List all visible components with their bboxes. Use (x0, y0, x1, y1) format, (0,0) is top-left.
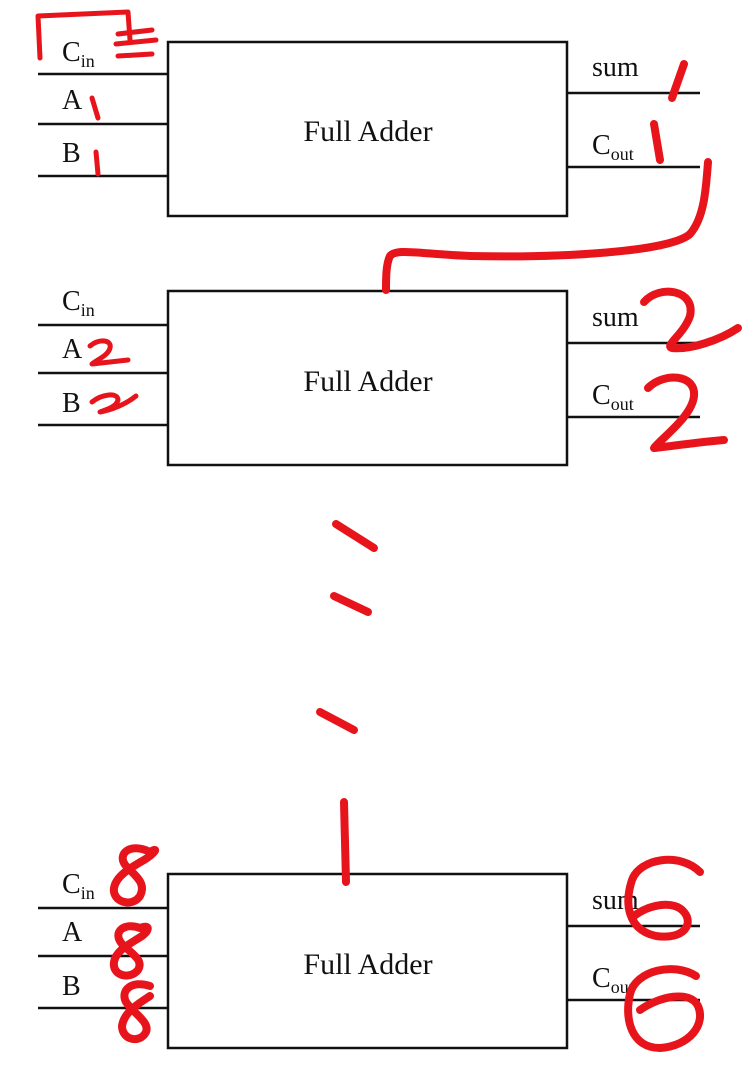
cout-label: Cout (592, 130, 634, 164)
b-eight-mark (118, 980, 154, 1044)
cout-eight-mark (624, 965, 704, 1052)
carry-in-line-mark (340, 798, 350, 886)
adder-box (166, 872, 569, 1050)
sum-label: sum (592, 302, 639, 333)
cin-bracket-mark (35, 9, 133, 61)
adder-box (166, 40, 569, 218)
full-adder-block-3: Full Adder Cin A B sum Cout (38, 869, 700, 1050)
a-two-mark (87, 338, 131, 367)
continuation-dash-mark (330, 592, 372, 616)
adder-title: Full Adder (303, 115, 432, 148)
sum-two-mark (640, 287, 742, 353)
cin-label: Cin (62, 37, 95, 71)
b-label: B (62, 138, 81, 169)
a-eight-mark (109, 922, 152, 980)
a-label: A (62, 917, 83, 948)
a-label: A (62, 85, 83, 116)
a-tick-mark (89, 95, 101, 121)
a-label: A (62, 334, 83, 365)
full-adder-block-2: Full Adder Cin A B sum Cout (38, 286, 700, 467)
cin-eight-mark (109, 844, 160, 907)
adder-title: Full Adder (303, 948, 432, 981)
b-two-mark (89, 392, 139, 415)
cin-label: Cin (62, 286, 95, 320)
full-adder-block-1: Full Adder Cin A B sum Cout (38, 37, 700, 218)
cout-two-mark (644, 373, 728, 452)
b-label: B (62, 971, 81, 1002)
handwritten-annotations (35, 9, 742, 1052)
cin-label: Cin (62, 869, 95, 903)
sum-eight-mark (624, 855, 704, 941)
continuation-dash-mark (316, 708, 358, 734)
sum-label: sum (592, 52, 639, 83)
adder-title: Full Adder (303, 365, 432, 398)
cout-label: Cout (592, 380, 634, 414)
continuation-dash-mark (332, 520, 378, 552)
b-tick-mark (93, 149, 101, 177)
carry-link-mark (382, 158, 712, 294)
b-label: B (62, 388, 81, 419)
adder-box (166, 289, 569, 467)
cout-tick-mark (650, 120, 664, 164)
cin-dash-mark (113, 27, 159, 59)
sum-tick-mark (668, 60, 688, 102)
